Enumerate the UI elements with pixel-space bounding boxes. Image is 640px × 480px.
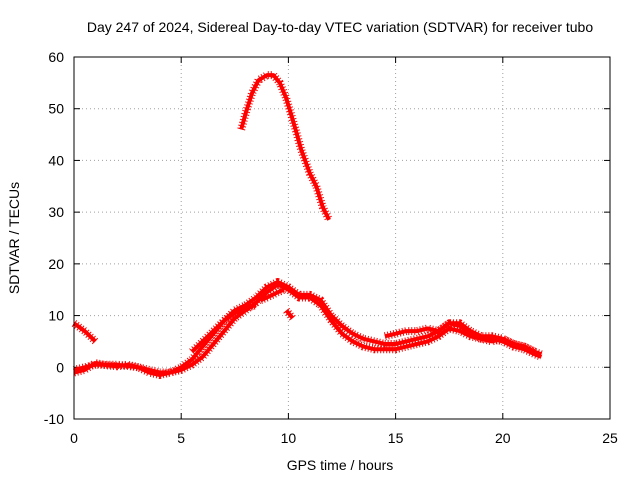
y-tick-label: 20 (48, 256, 64, 272)
series-line-trace-f (284, 309, 295, 320)
y-tick-label: 10 (48, 308, 64, 324)
y-tick-label: 0 (56, 359, 64, 375)
y-tick-label: 30 (48, 204, 64, 220)
y-tick-label: 40 (48, 152, 64, 168)
y-tick-label: -10 (44, 411, 64, 427)
x-tick-label: 20 (495, 430, 511, 446)
x-tick-label: 25 (602, 430, 618, 446)
series-line-trace-c (73, 282, 543, 375)
data-series (71, 71, 543, 379)
series-markers-trace-b (73, 278, 543, 379)
series-markers-trace-d (189, 301, 258, 355)
series-markers-trace-h (237, 71, 333, 222)
series-markers-trace-g (383, 319, 537, 356)
series-markers-trace-c (73, 280, 543, 377)
grid (74, 57, 610, 419)
plot-frame (73, 56, 611, 420)
chart-title: Day 247 of 2024, Sidereal Day-to-day VTE… (87, 19, 594, 35)
x-tick-label: 15 (388, 430, 404, 446)
series-line-trace-a (72, 321, 97, 343)
y-axis-label: SDTVAR / TECUs (6, 182, 22, 294)
x-tick-label: 0 (70, 430, 78, 446)
series-markers-trace-e (259, 285, 286, 304)
y-tick-label: 50 (48, 101, 64, 117)
x-tick-label: 10 (281, 430, 297, 446)
x-axis-label: GPS time / hours (287, 457, 394, 473)
x-tick-label: 5 (177, 430, 185, 446)
ticks: 0 5 10 15 20 25 -10 0 10 20 30 40 50 60 (44, 49, 618, 446)
y-tick-label: 60 (48, 49, 64, 65)
